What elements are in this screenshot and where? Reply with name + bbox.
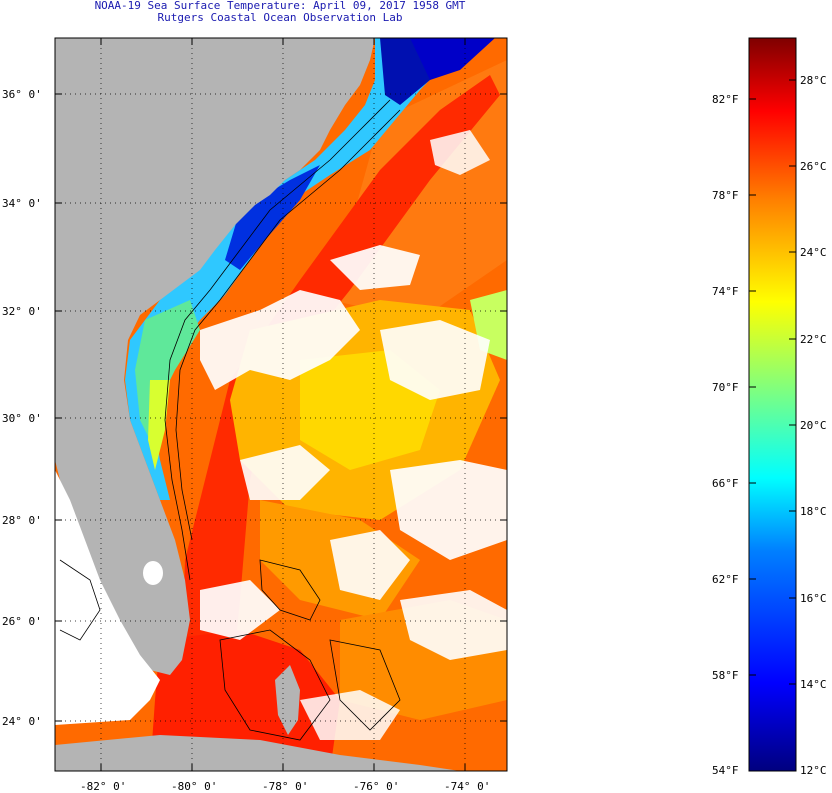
lat-label: 36° 0' (2, 88, 42, 101)
colorbar-c-label: 24°C (800, 246, 827, 259)
colorbar-f-label: 62°F (712, 573, 739, 586)
colorbar-c-label: 20°C (800, 419, 827, 432)
bank-contour (329, 639, 401, 731)
colorbar-c-label: 22°C (800, 333, 827, 346)
gulf-contour (59, 559, 101, 641)
colorbar-scale (748, 37, 797, 772)
land-mainland (55, 38, 375, 675)
lat-label: 32° 0' (2, 305, 42, 318)
graticule (55, 38, 507, 771)
lat-label: 30° 0' (2, 412, 42, 425)
shelf-contour (164, 99, 391, 581)
lat-label: 28° 0' (2, 514, 42, 527)
lon-label: -74° 0' (444, 780, 491, 793)
lon-label: -78° 0' (262, 780, 309, 793)
colorbar-f-label: 58°F (712, 669, 739, 682)
colorbar-f-label: 54°F (712, 764, 739, 777)
map-area (55, 38, 507, 771)
colorbar-ticks (749, 79, 796, 685)
bank-contour (259, 559, 321, 621)
lake-okeechobee (143, 561, 163, 585)
colorbar-c-label: 16°C (800, 592, 827, 605)
cloud-patch (390, 460, 507, 560)
gulf-nodata-south (55, 700, 150, 725)
cloud-patch (380, 320, 490, 400)
cold-water-core (410, 38, 495, 80)
lat-label: 34° 0' (2, 197, 42, 210)
colorbar-c-label: 14°C (800, 678, 827, 691)
colorbar-c-label: 12°C (800, 764, 827, 777)
gulf-of-mexico-nodata (55, 470, 160, 700)
cloud-patch (240, 445, 330, 500)
map-ticks (55, 38, 507, 771)
cloud-patch (330, 245, 420, 290)
lon-label: -80° 0' (171, 780, 218, 793)
colorbar-c-label: 28°C (800, 74, 827, 87)
colorbar-f-label: 70°F (712, 381, 739, 394)
florida-straits-warm (150, 630, 340, 771)
colorbar-f-label: 74°F (712, 285, 739, 298)
colorbar-c-label: 26°C (800, 160, 827, 173)
lat-label: 26° 0' (2, 615, 42, 628)
cloud-patch (400, 590, 507, 660)
cloud-patch (200, 290, 360, 390)
cloud-patch (300, 690, 400, 740)
shelf-contour (175, 109, 401, 541)
map-subtitle: Rutgers Coastal Ocean Observation Lab (157, 11, 403, 24)
cloud-patch (330, 530, 410, 600)
colorbar-f-label: 82°F (712, 93, 739, 106)
colorbar-f-label: 78°F (712, 189, 739, 202)
shelf-yellow-green (148, 380, 170, 470)
cloud-patch (430, 130, 490, 175)
cold-water-carolina (225, 165, 320, 270)
colorbar-f-label: 66°F (712, 477, 739, 490)
land-cuba (55, 735, 460, 771)
lat-label: 24° 0' (2, 715, 42, 728)
bank-contour (219, 629, 331, 741)
lon-label: -82° 0' (80, 780, 127, 793)
cloud-patch (200, 580, 280, 640)
colorbar-c-label: 18°C (800, 505, 827, 518)
map-frame (54, 37, 508, 772)
map-title: NOAA-19 Sea Surface Temperature: April 0… (94, 0, 466, 12)
land-andros (275, 665, 300, 735)
lon-label: -76° 0' (353, 780, 400, 793)
